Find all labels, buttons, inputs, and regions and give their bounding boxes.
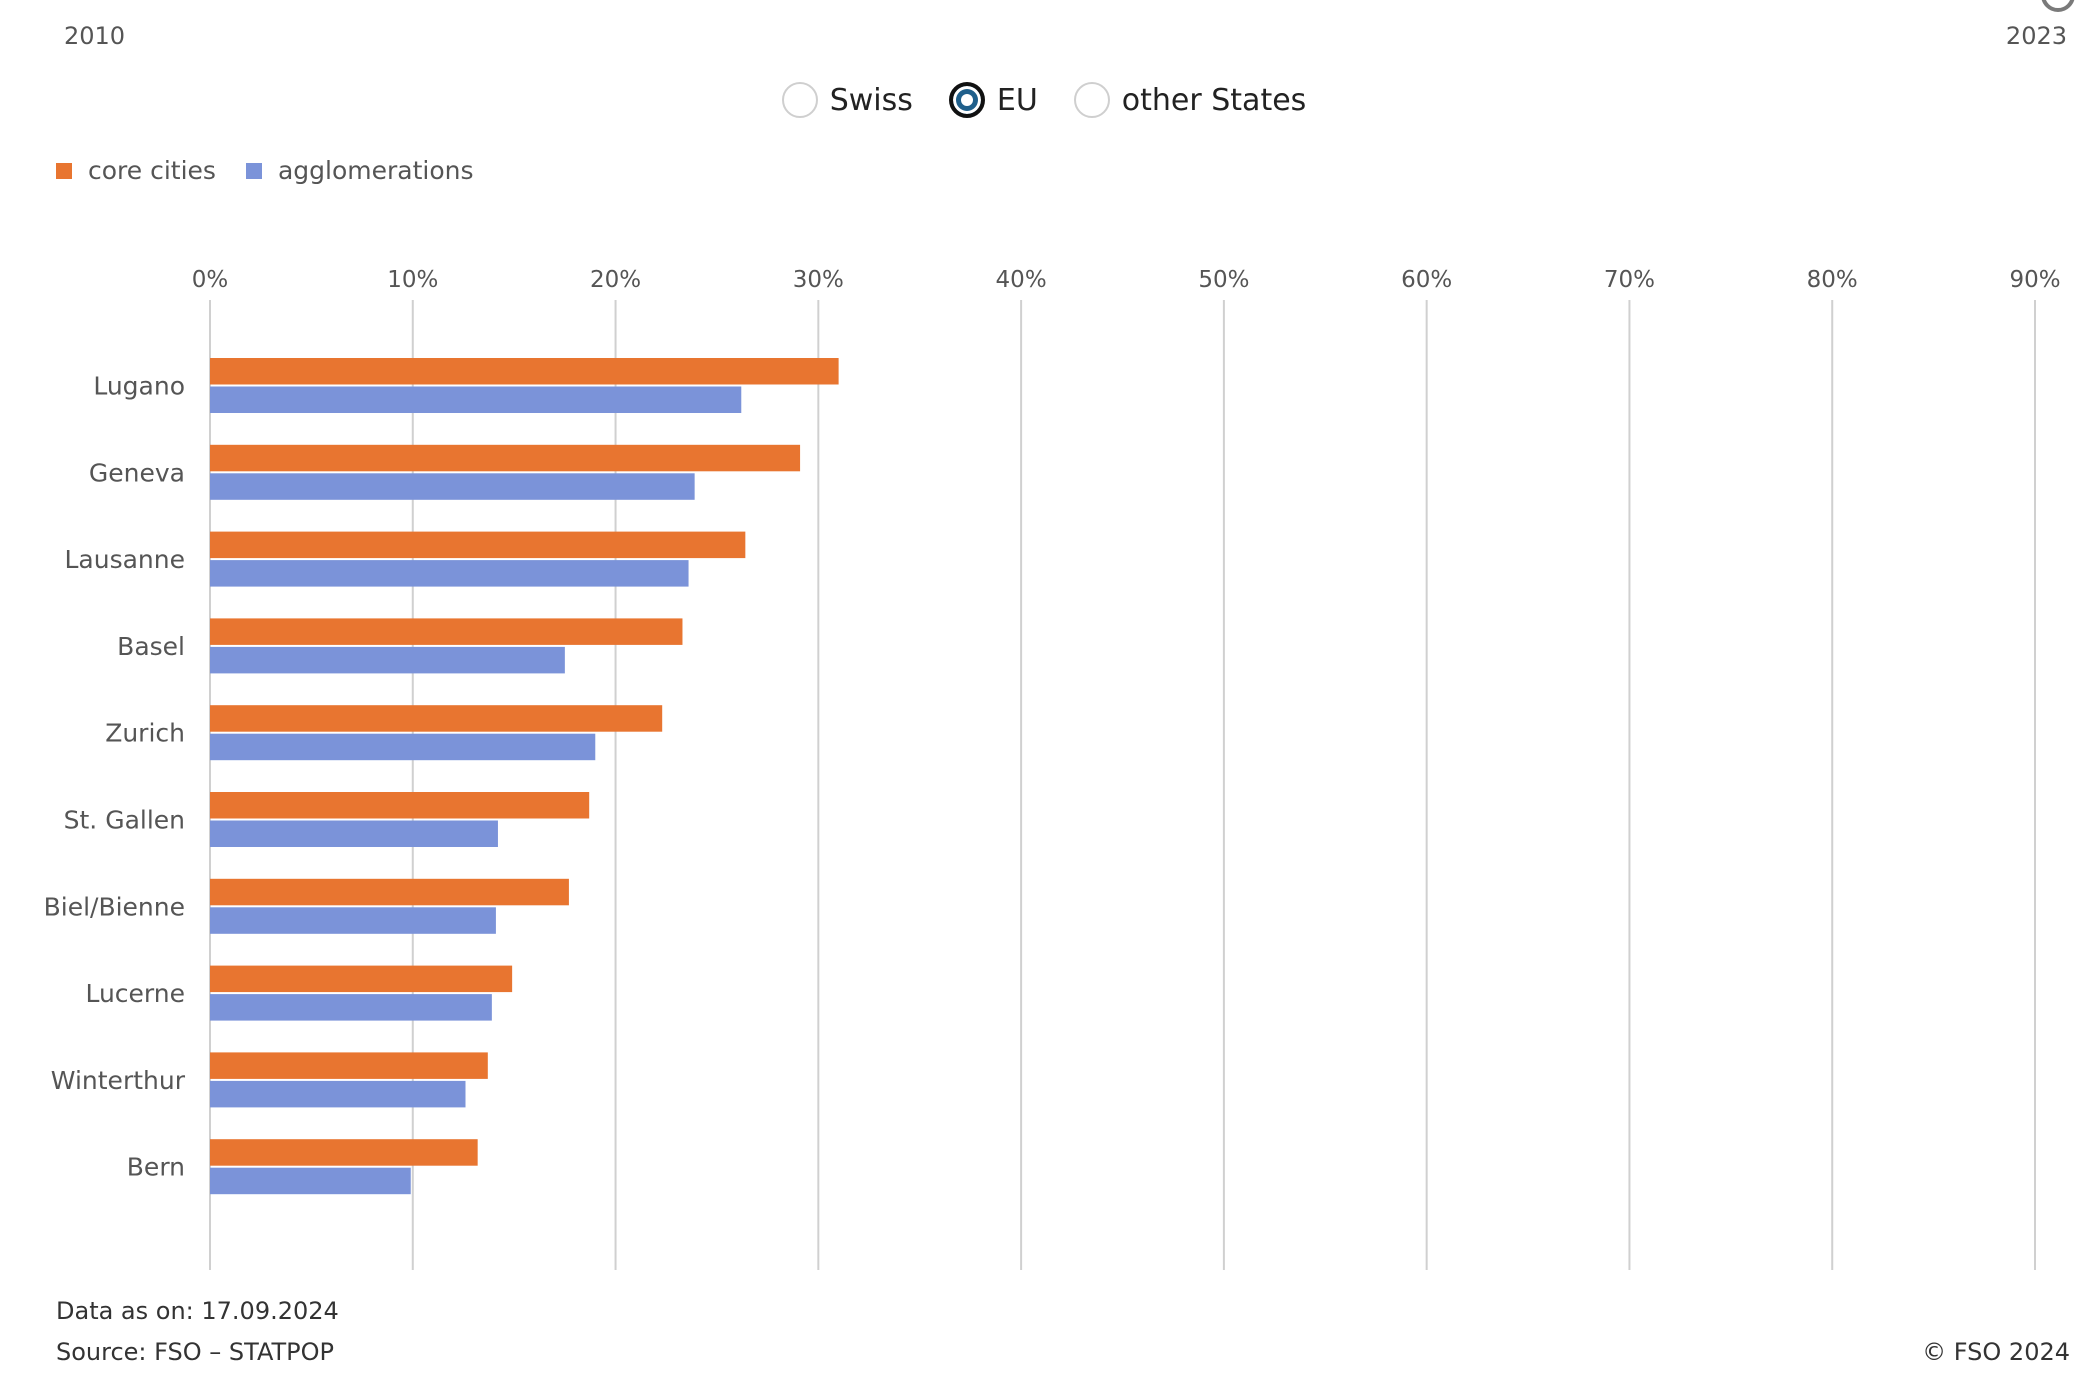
data-date-note: Data as on: 17.09.2024: [56, 1297, 339, 1325]
x-tick-label: 30%: [793, 267, 844, 293]
category-label: Lausanne: [64, 545, 185, 574]
x-tick-label: 10%: [387, 267, 438, 293]
bar-agglomerations[interactable]: [210, 994, 492, 1021]
bar-core-cities[interactable]: [210, 705, 663, 732]
data-source-note: Source: FSO – STATPOP: [56, 1338, 334, 1366]
category-label: Basel: [117, 632, 185, 661]
bar-core-cities[interactable]: [210, 531, 746, 559]
category-label: Lugano: [93, 372, 185, 401]
x-tick-label: 40%: [996, 267, 1047, 293]
bar-core-cities[interactable]: [210, 1139, 478, 1166]
bar-agglomerations[interactable]: [210, 820, 498, 848]
radio-button-swiss[interactable]: [781, 82, 818, 118]
x-tick-label: 20%: [590, 267, 641, 293]
legend-item-core-cities[interactable]: core cities: [56, 156, 216, 185]
category-label: Geneva: [89, 458, 185, 487]
radio-option-eu[interactable]: EU: [948, 82, 1038, 118]
x-tick-label: 50%: [1198, 267, 1249, 293]
radio-label-other-states: other States: [1121, 82, 1307, 118]
x-tick-label: 0%: [192, 267, 229, 293]
slider-start-year: 2010: [64, 22, 126, 50]
category-label: Biel/Bienne: [44, 892, 185, 921]
legend-label-agglomerations: agglomerations: [277, 156, 474, 185]
category-label: St. Gallen: [64, 806, 185, 835]
copyright-note: © FSO 2024: [1922, 1338, 2070, 1366]
bar-agglomerations[interactable]: [210, 386, 742, 414]
radio-option-other-states[interactable]: other States: [1073, 82, 1307, 118]
radio-label-eu: EU: [996, 82, 1038, 118]
legend-label-core-cities: core cities: [88, 156, 216, 185]
category-label: Zurich: [105, 719, 185, 748]
x-tick-label: 70%: [1604, 267, 1655, 293]
bar-core-cities[interactable]: [210, 1052, 488, 1079]
bar-core-cities[interactable]: [210, 358, 839, 385]
bar-core-cities[interactable]: [210, 878, 569, 906]
radio-option-swiss[interactable]: Swiss: [781, 82, 913, 118]
legend-swatch-core-cities: [56, 162, 72, 179]
x-tick-label: 60%: [1401, 267, 1452, 293]
legend-item-agglomerations[interactable]: agglomerations: [245, 156, 474, 185]
category-label: Lucerne: [85, 979, 185, 1008]
chart-legend: core cities agglomerations: [56, 156, 504, 185]
radio-label-swiss: Swiss: [829, 82, 913, 118]
bar-agglomerations[interactable]: [210, 1080, 466, 1108]
bar-core-cities[interactable]: [210, 618, 683, 645]
radio-button-eu[interactable]: [948, 82, 985, 118]
bar-agglomerations[interactable]: [210, 1167, 411, 1195]
x-tick-label: 90%: [2009, 267, 2060, 293]
bar-chart: 0% 10% 20% 30% 40% 50% 60% 70% 80% 90% Lugano Genev…: [44, 267, 2061, 1270]
bar-agglomerations[interactable]: [210, 733, 596, 761]
bar-agglomerations[interactable]: [210, 560, 689, 587]
slider-end-year: 2023: [2005, 22, 2067, 50]
bar-core-cities[interactable]: [210, 792, 590, 819]
bar-agglomerations[interactable]: [210, 473, 695, 500]
bar-core-cities[interactable]: [210, 444, 801, 472]
bar-agglomerations[interactable]: [210, 907, 496, 934]
nationality-radio-group: Swiss EU other States: [0, 82, 2088, 118]
bar-core-cities[interactable]: [210, 965, 513, 993]
legend-swatch-agglomerations: [245, 162, 262, 179]
x-tick-label: 80%: [1807, 267, 1858, 293]
bar-agglomerations[interactable]: [210, 646, 565, 674]
category-label: Winterthur: [51, 1066, 186, 1095]
category-label: Bern: [127, 1153, 185, 1182]
radio-button-other-states[interactable]: [1073, 82, 1110, 118]
